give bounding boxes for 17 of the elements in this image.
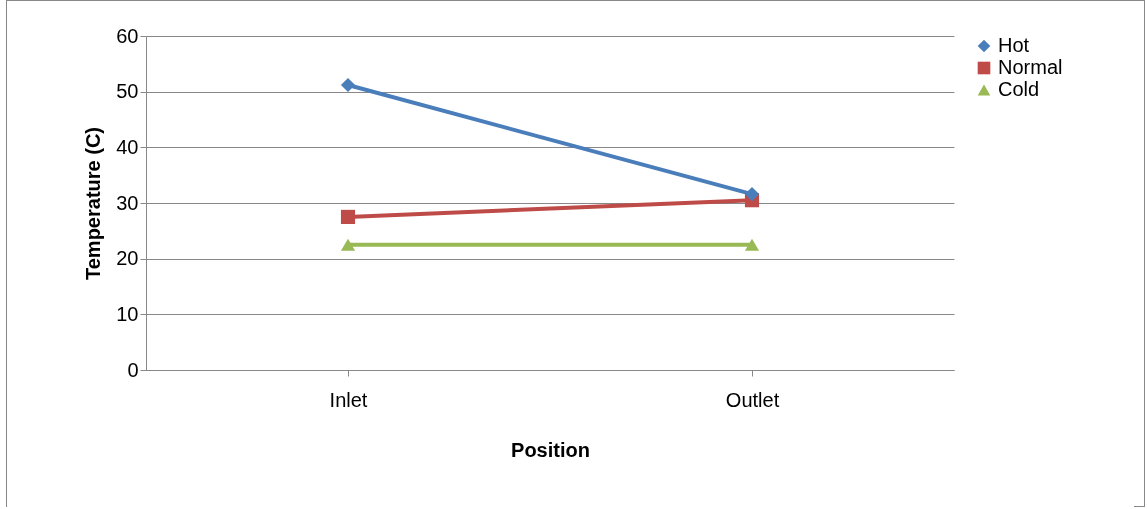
point: [744, 187, 760, 202]
y-tick-label: 20: [116, 247, 139, 270]
legend-label: Normal: [998, 56, 1063, 78]
y-tick-label: 0: [127, 358, 139, 381]
y-tick-label: 30: [116, 191, 139, 214]
x-tick-label: Outlet: [725, 388, 780, 411]
x-axis-title: Position: [511, 438, 590, 461]
legend-label: Hot: [998, 34, 1030, 56]
y-tick-label: 10: [116, 302, 139, 325]
point: [340, 77, 356, 93]
y-tick-label: 60: [116, 24, 139, 47]
y-tick-label: 40: [116, 135, 139, 158]
x-tick-label: Inlet: [329, 388, 368, 411]
point: [340, 209, 356, 224]
y-tick-label: 50: [116, 80, 139, 103]
legend-label: Cold: [998, 78, 1040, 100]
y-axis-title: Temperature (C): [82, 127, 105, 280]
